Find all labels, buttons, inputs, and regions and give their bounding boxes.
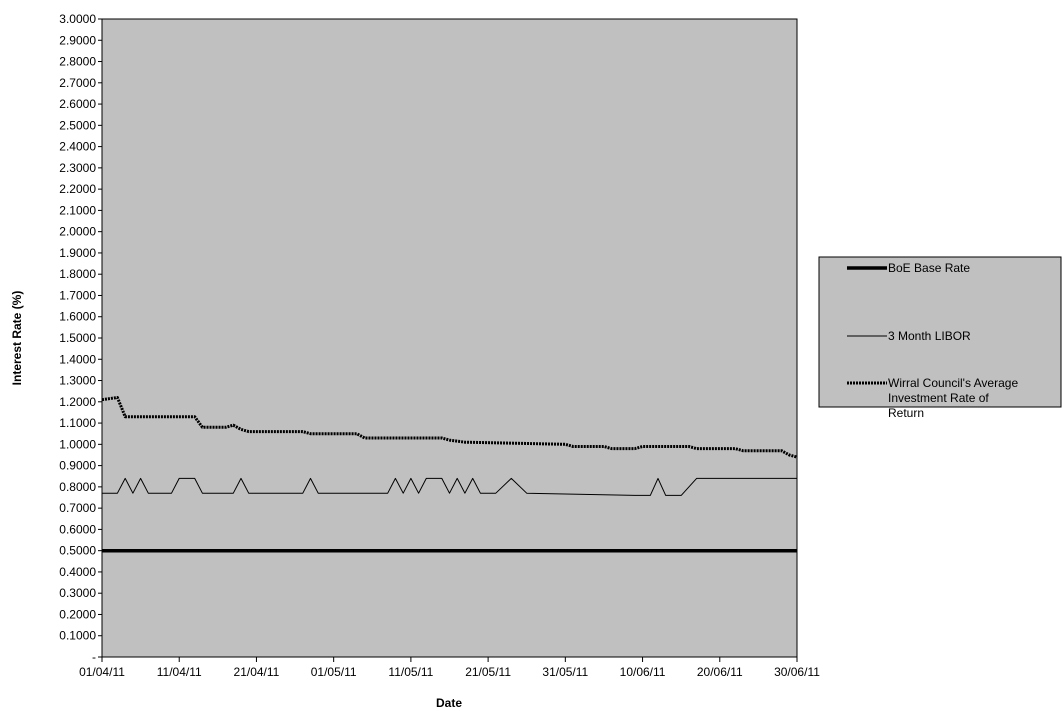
legend-label-boe: BoE Base Rate — [888, 261, 970, 275]
y-tick-label: 3.0000 — [59, 12, 96, 26]
legend-label-wirral-line3: Return — [888, 406, 924, 420]
y-tick-label: 2.7000 — [59, 76, 96, 90]
y-axis: - 0.1000 0.2000 0.3000 0.4000 0.5000 0.6000 0.7… — [59, 12, 103, 664]
y-tick-label: 1.5000 — [59, 331, 96, 345]
y-tick-label: 1.6000 — [59, 310, 96, 324]
y-tick-label: 0.3000 — [59, 586, 96, 600]
y-tick-label: 2.8000 — [59, 55, 96, 69]
series-layer — [101, 396, 798, 553]
y-tick-label: 0.6000 — [59, 522, 96, 536]
x-tick-label: 11/04/11 — [157, 665, 202, 679]
legend: BoE Base Rate 3 Month LIBOR Wirral Counc… — [818, 256, 1062, 420]
y-tick-label: 1.9000 — [59, 246, 96, 260]
x-axis: 01/04/11 11/04/11 21/04/11 01/05/11 11/05/11… — [79, 656, 820, 679]
legend-label-wirral-line2: Investment Rate of — [888, 391, 989, 405]
y-tick-label: - — [92, 650, 96, 664]
y-tick-label: 0.7000 — [59, 501, 96, 515]
y-tick-label: 1.2000 — [59, 395, 96, 409]
y-tick-label: 0.1000 — [59, 629, 96, 643]
y-tick-label: 0.8000 — [59, 480, 96, 494]
y-tick-label: 2.9000 — [59, 33, 96, 47]
y-tick-label: 2.1000 — [59, 203, 96, 217]
legend-label-wirral: Wirral Council's Average Investment Rate… — [888, 376, 1021, 420]
y-tick-label: 2.4000 — [59, 140, 96, 154]
x-tick-label: 21/04/11 — [234, 665, 280, 679]
x-tick-label: 20/06/11 — [697, 665, 743, 679]
x-tick-label: 31/05/11 — [542, 665, 588, 679]
x-tick-label: 01/04/11 — [79, 665, 125, 679]
y-tick-label: 1.4000 — [59, 352, 96, 366]
plot-area — [101, 18, 798, 658]
x-tick-label: 30/06/11 — [774, 665, 820, 679]
y-tick-label: 1.1000 — [59, 416, 96, 430]
series-line-wirral — [101, 396, 798, 459]
y-tick-label: 1.3000 — [59, 374, 96, 388]
y-tick-label: 2.2000 — [59, 182, 96, 196]
legend-label-libor: 3 Month LIBOR — [888, 329, 971, 343]
y-tick-label: 0.5000 — [59, 544, 96, 558]
x-tick-label: 10/06/11 — [620, 665, 666, 679]
y-tick-label: 2.0000 — [59, 225, 96, 239]
y-tick-label: 0.9000 — [59, 459, 96, 473]
y-tick-label: 1.8000 — [59, 267, 96, 281]
series-line-libor — [102, 477, 797, 496]
y-tick-label: 2.5000 — [59, 118, 96, 132]
y-tick-label: 0.2000 — [59, 607, 96, 621]
x-tick-label: 21/05/11 — [465, 665, 511, 679]
y-tick-label: 2.3000 — [59, 161, 96, 175]
x-tick-label: 01/05/11 — [311, 665, 357, 679]
y-axis-title: Interest Rate (%) — [10, 291, 24, 386]
y-tick-label: 1.7000 — [59, 288, 96, 302]
y-tick-label: 2.6000 — [59, 97, 96, 111]
y-tick-label: 1.0000 — [59, 437, 96, 451]
x-axis-title: Date — [436, 696, 462, 710]
y-tick-label: 0.4000 — [59, 565, 96, 579]
legend-label-wirral-line1: Wirral Council's Average — [888, 376, 1018, 390]
x-tick-label: 11/05/11 — [388, 665, 433, 679]
